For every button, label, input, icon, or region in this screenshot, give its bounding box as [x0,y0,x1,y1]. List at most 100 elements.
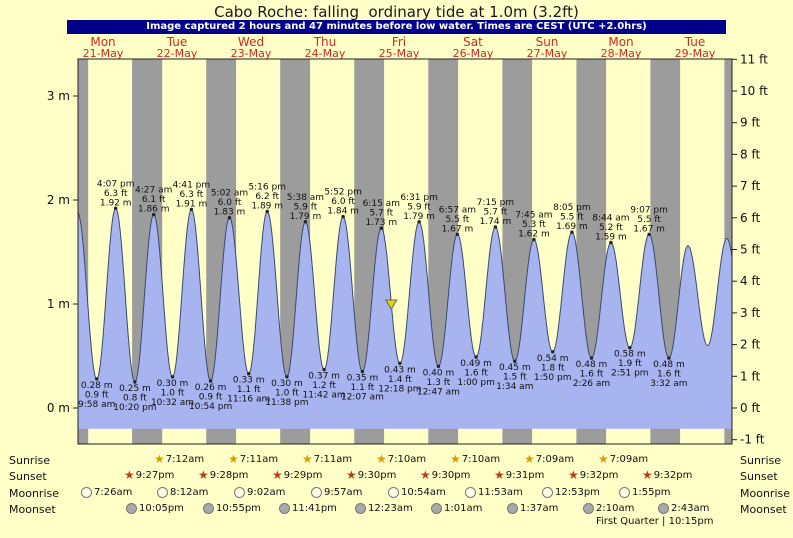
moonset-time: 11:41pm [292,503,337,514]
moonrise-row-label-left: Moonrise [9,487,59,500]
sunrise-star-icon: ★ [228,452,239,466]
high-tide-label: 6.0 ft [331,197,355,207]
plot-border [77,58,733,445]
sunrise-time: 7:09am [535,454,575,465]
y-axis-left-label: 0 m [47,401,70,415]
high-tide-label: 4:41 pm [173,180,211,190]
sunrise-event: ★ 7:10am [376,452,426,466]
low-tide-label: 11:42 am [303,391,346,401]
moonset-time: 10:05pm [139,503,184,514]
page-title: Cabo Roche: falling ordinary tide at 1.0… [214,3,579,21]
low-tide-label: 1:50 pm [534,373,572,383]
high-tide-point [532,237,536,242]
high-tide-label: 6.3 ft [180,190,204,200]
low-tide-point [285,375,289,379]
moonset-event: 1:01am [431,503,482,514]
low-tide-label: 0.37 m [308,372,340,382]
high-tide-point [265,209,269,214]
sunrise-time: 7:10am [461,454,501,465]
sunset-star-icon: ★ [198,468,209,482]
high-tide-label: 1.59 m [595,233,627,243]
high-tide-label: 6.2 ft [255,192,279,202]
sunset-star-icon: ★ [494,468,505,482]
day-date: 21-May [83,47,124,60]
high-tide-point [379,226,383,230]
y-axis-left-label: 2 m [47,193,70,207]
moonrise-time: 8:12am [170,487,209,498]
high-tide-label: 5.9 ft [294,202,318,212]
high-tide-label: 6:15 am [363,199,400,209]
y-axis-right-label: 9 ft [740,116,760,130]
moonset-time: 2:43am [671,503,710,514]
moonrise-time: 10:54am [401,487,446,498]
moonrise-event: 11:53am [465,487,523,498]
high-tide-label: 4:27 am [135,186,172,196]
high-tide-point [152,212,156,217]
high-tide-label: 7:45 am [515,211,552,221]
moonset-circle-icon [431,503,442,514]
sunset-event: ★ 9:31pm [494,468,545,482]
high-tide-label: 6.3 ft [104,189,128,199]
high-tide-label: 5:16 pm [248,182,286,192]
low-tide-label: 2:51 pm [611,369,649,379]
moonrise-event: 12:53pm [542,487,600,498]
high-tide-label: 1.84 m [327,207,359,217]
low-tide-point [95,377,99,381]
low-tide-label: 0.48 m [653,360,685,370]
tide-curve [77,207,733,383]
moonrise-circle-icon [542,487,553,498]
low-tide-label: 9:58 am [78,400,115,410]
low-tide-label: 0.8 ft [123,394,147,404]
low-tide-label: 1.4 ft [388,375,412,385]
low-tide-label: 1.6 ft [580,370,604,380]
moonrise-time: 12:53pm [555,487,600,498]
low-tide-point [551,350,555,354]
sunset-time: 9:31pm [505,470,545,481]
high-tide-point [455,232,460,236]
moonset-circle-icon [583,503,594,514]
low-tide-label: 1.2 ft [312,381,336,391]
low-tide-point [436,364,441,369]
moonset-event: 2:43am [658,503,709,514]
moonrise-event: 7:26am [81,487,132,498]
moonrise-time: 9:02am [247,487,286,498]
day-date: 22-May [157,47,198,60]
high-tide-point [417,220,421,224]
day-name: Sat [463,35,483,49]
sunrise-star-icon: ★ [598,452,609,466]
low-tide-point [133,380,137,384]
day-date: 27-May [527,47,568,60]
high-tide-label: 1.69 m [556,222,588,232]
sunrise-event: ★ 7:11am [228,452,278,466]
low-tide-label: 0.58 m [614,350,646,360]
low-tide-label: 1.1 ft [351,383,375,393]
high-tide-label: 1.67 m [442,224,474,234]
moonrise-time: 11:53am [478,487,523,498]
sunset-time: 9:29pm [283,470,323,481]
day-name: Tue [166,35,188,49]
high-tide-label: 1.79 m [403,212,435,222]
moonset-time: 12:23am [368,503,413,514]
capture-info-banner: Image captured 2 hours and 47 minutes be… [67,20,726,34]
sunrise-star-icon: ★ [376,452,387,466]
sunset-event: ★ 9:29pm [272,469,323,481]
high-tide-label: 1.62 m [518,230,550,240]
y-axis-right-label: 5 ft [740,243,760,257]
y-axis-right-label: 3 ft [740,306,760,320]
moonset-circle-icon [126,503,137,514]
sunset-event: ★ 9:32pm [568,469,618,481]
y-axis-right-label: 4 ft [740,274,760,288]
sunrise-time: 7:09am [609,454,649,465]
moonrise-circle-icon [465,487,476,498]
sunset-star-icon: ★ [642,468,653,482]
moonset-event: 12:23am [355,503,413,514]
sunrise-event: ★ 7:10am [450,453,501,465]
low-tide-label: 1.9 ft [618,359,642,369]
day-date: 26-May [453,47,494,60]
sunrise-event: ★ 7:11am [302,453,352,465]
low-tide-label: 0.28 m [81,381,113,391]
sunset-event: ★ 9:30pm [346,469,396,481]
sunrise-row-label-right: Sunrise [740,454,782,467]
high-tide-label: 1.92 m [100,198,132,208]
sunrise-event: ★ 7:09am [524,453,575,465]
